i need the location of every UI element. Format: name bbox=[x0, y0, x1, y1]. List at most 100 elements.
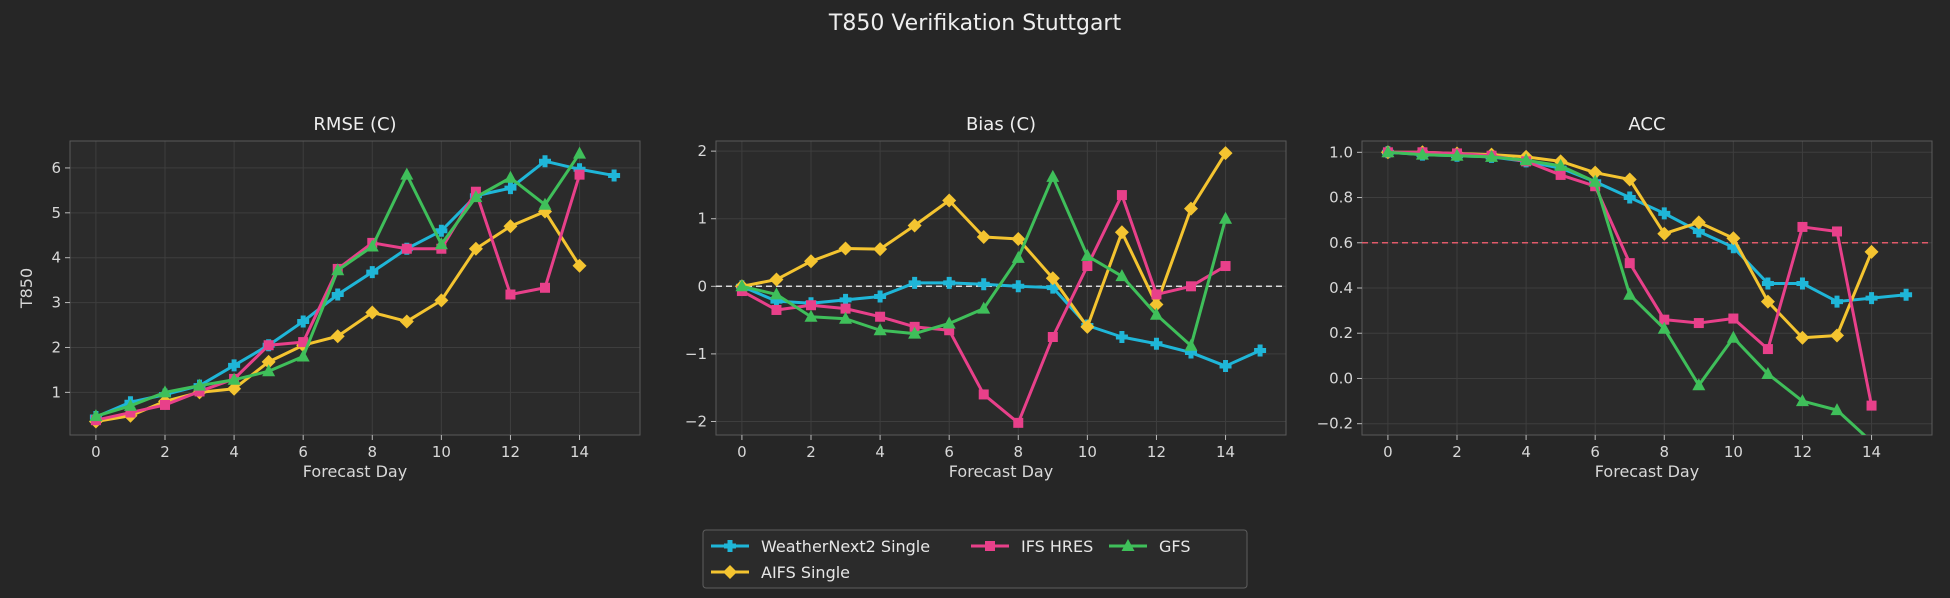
legend-label: WeatherNext2 Single bbox=[761, 537, 930, 556]
x-tick-label: 0 bbox=[1383, 443, 1393, 461]
data-point bbox=[1760, 294, 1775, 309]
chart-title: Bias (C) bbox=[966, 114, 1036, 135]
data-point bbox=[1866, 400, 1877, 411]
data-point bbox=[1185, 346, 1197, 359]
data-point bbox=[227, 381, 242, 396]
plot-frame bbox=[715, 140, 1287, 436]
data-point bbox=[1658, 207, 1671, 220]
data-point bbox=[1150, 337, 1163, 350]
data-point bbox=[1691, 215, 1706, 230]
data-point bbox=[468, 241, 483, 256]
series-group bbox=[734, 146, 1267, 428]
data-point bbox=[1693, 318, 1704, 329]
data-point bbox=[1115, 331, 1128, 343]
data-point bbox=[298, 337, 309, 348]
y-axis-label: T850 bbox=[17, 268, 36, 309]
data-point bbox=[1623, 287, 1637, 300]
y-tick-label: 0.0 bbox=[1329, 369, 1353, 387]
x-tick-label: 10 bbox=[1724, 443, 1743, 461]
y-tick-label: 3 bbox=[51, 294, 61, 312]
data-point bbox=[1795, 394, 1809, 407]
y-tick-label: 0.4 bbox=[1329, 279, 1353, 297]
data-point bbox=[1659, 314, 1670, 325]
data-point bbox=[228, 359, 241, 372]
y-tick-label: 1 bbox=[51, 383, 61, 401]
data-point bbox=[572, 258, 587, 273]
data-point bbox=[1623, 191, 1636, 204]
data-point bbox=[1013, 417, 1024, 428]
x-tick-label: 0 bbox=[91, 443, 101, 461]
legend-item: AIFS Single bbox=[711, 563, 850, 582]
data-point bbox=[1554, 158, 1568, 171]
x-tick-label: 12 bbox=[1793, 443, 1812, 461]
data-point bbox=[158, 385, 172, 398]
data-point bbox=[1012, 280, 1025, 293]
y-tick-label: 0 bbox=[697, 277, 707, 295]
data-point bbox=[839, 311, 853, 324]
data-point bbox=[1415, 147, 1429, 160]
y-tick-label: 2 bbox=[51, 338, 61, 356]
data-point bbox=[504, 182, 517, 195]
data-point bbox=[875, 311, 886, 322]
series-group bbox=[88, 146, 621, 429]
x-tick-label: 6 bbox=[298, 443, 308, 461]
data-point bbox=[1728, 313, 1739, 324]
legend: WeatherNext2 Single AIFS Single IFS HRES GF… bbox=[702, 529, 1248, 589]
data-point bbox=[1116, 190, 1127, 201]
data-point bbox=[365, 239, 379, 252]
data-point bbox=[1832, 226, 1842, 237]
data-point bbox=[160, 399, 170, 410]
x-tick-label: 12 bbox=[1147, 443, 1166, 461]
data-point bbox=[944, 325, 955, 336]
y-tick-label: 0.8 bbox=[1329, 189, 1353, 207]
legend-label: AIFS Single bbox=[761, 563, 850, 582]
data-point bbox=[1011, 232, 1026, 246]
y-tick-label: 2 bbox=[697, 142, 707, 160]
data-point bbox=[227, 372, 241, 385]
data-point bbox=[770, 295, 783, 308]
data-point bbox=[1220, 261, 1231, 272]
data-point bbox=[1219, 360, 1232, 373]
data-point bbox=[1047, 332, 1058, 342]
data-point bbox=[1657, 321, 1671, 334]
y-tick-label: 1.0 bbox=[1329, 143, 1353, 161]
data-point bbox=[1555, 169, 1566, 180]
data-point bbox=[573, 163, 586, 176]
data-point bbox=[1588, 165, 1603, 180]
data-point bbox=[89, 409, 103, 422]
data-point bbox=[907, 218, 922, 233]
y-tick-label: 4 bbox=[51, 249, 61, 267]
data-point bbox=[1519, 153, 1533, 166]
legend-item: GFS bbox=[1109, 537, 1190, 556]
x-tick-label: 0 bbox=[737, 443, 747, 461]
data-point bbox=[1381, 145, 1395, 158]
data-point bbox=[1485, 149, 1499, 162]
x-tick-label: 12 bbox=[501, 443, 520, 461]
data-point bbox=[435, 224, 448, 237]
x-tick-label: 8 bbox=[1013, 443, 1023, 461]
data-point bbox=[977, 301, 991, 314]
data-point bbox=[469, 190, 483, 203]
data-point bbox=[1761, 366, 1775, 379]
data-point bbox=[125, 407, 136, 418]
chart-panel-3: 0 2 4 6 8 10 12 14 −0.2 0.0 0.2 0.4 0.6 0.8 1.0 ACC Fore… bbox=[1317, 114, 1933, 481]
data-point bbox=[1624, 258, 1635, 269]
data-point bbox=[1727, 241, 1740, 254]
data-point bbox=[538, 197, 552, 210]
x-axis-label: Forecast Day bbox=[303, 462, 407, 481]
data-point bbox=[1186, 281, 1196, 292]
data-point bbox=[1184, 338, 1198, 351]
data-point bbox=[1046, 281, 1059, 294]
data-point bbox=[1184, 201, 1198, 216]
y-tick-label: 0.2 bbox=[1329, 324, 1353, 342]
chart-title: RMSE (C) bbox=[313, 114, 396, 135]
data-point bbox=[1254, 344, 1267, 357]
x-tick-label: 14 bbox=[1862, 443, 1881, 461]
data-point bbox=[771, 304, 782, 315]
x-axis-label: Forecast Day bbox=[1595, 462, 1699, 481]
x-tick-label: 8 bbox=[367, 443, 377, 461]
